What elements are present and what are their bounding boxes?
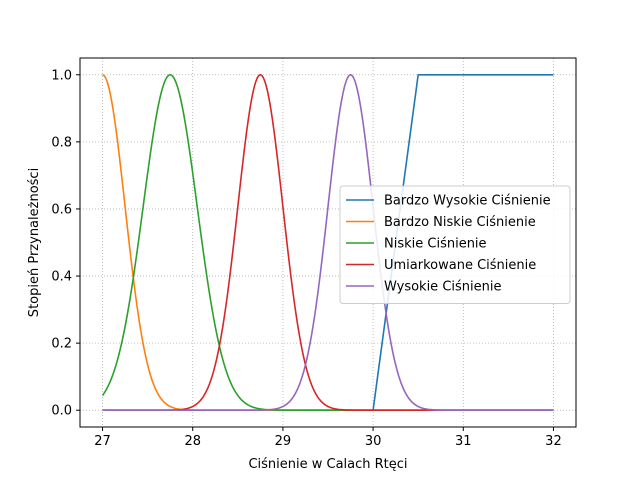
series-line-4 — [102, 73, 554, 412]
plot-frame — [79, 57, 577, 428]
legend-label: Umiarkowane Ciśnienie — [384, 258, 536, 273]
x-axis-label: Ciśnienie w Calach Rtęci — [248, 457, 407, 472]
legend-label: Niskie Ciśnienie — [384, 237, 487, 252]
x-tick-label: 28 — [184, 434, 201, 449]
y-tick-label: 0.4 — [51, 270, 72, 285]
y-tick-label: 0.2 — [51, 337, 72, 352]
y-tick-label: 0.0 — [51, 404, 72, 419]
y-tick-label: 0.8 — [51, 135, 72, 150]
legend-label: Wysokie Ciśnienie — [384, 280, 501, 295]
legend-label: Bardzo Niskie Ciśnienie — [384, 215, 536, 230]
y-axis-ticks: 0.0 0.2 0.4 0.6 0.8 1.0 — [51, 68, 80, 419]
y-axis-label: Stopień Przynależności — [27, 168, 42, 317]
x-tick-label: 30 — [365, 434, 382, 449]
legend-box — [339, 185, 571, 304]
legend-label: Bardzo Wysokie Ciśnienie — [384, 194, 551, 209]
x-tick-label: 29 — [275, 434, 292, 449]
legend: Bardzo Wysokie Ciśnienie Bardzo Niskie Ci… — [339, 185, 571, 304]
x-tick-label: 32 — [545, 434, 562, 449]
x-tick-label: 27 — [94, 434, 111, 449]
x-tick-label: 31 — [455, 434, 472, 449]
y-tick-label: 1.0 — [51, 68, 72, 83]
y-tick-label: 0.6 — [51, 202, 72, 217]
series-lines — [101, 73, 554, 412]
x-axis-ticks: 27 28 29 30 31 32 — [94, 427, 562, 449]
